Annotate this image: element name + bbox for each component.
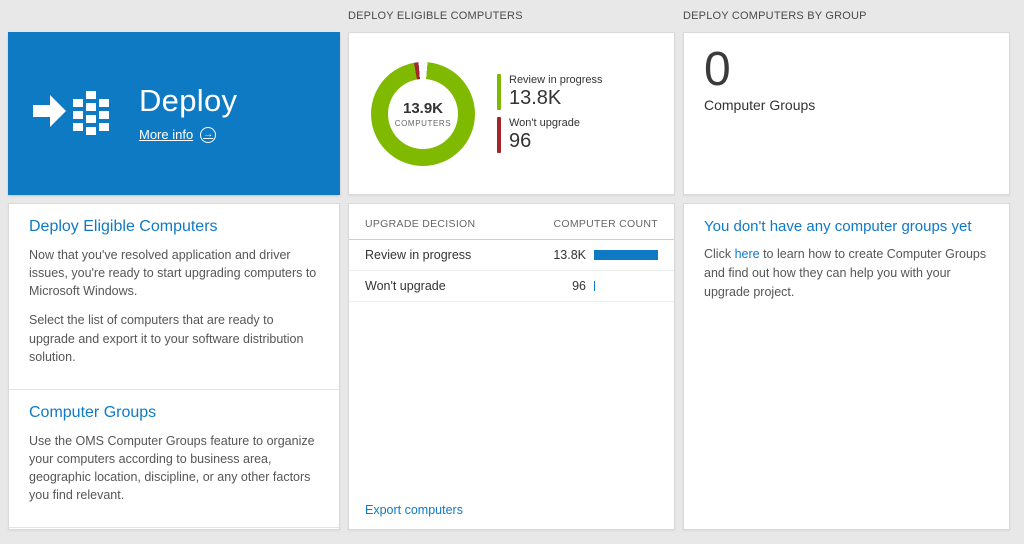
legend-label: Won't upgrade: [509, 117, 581, 129]
row-value: 96: [572, 279, 586, 293]
donut-legend: Review in progress 13.8K Won't upgrade 9…: [497, 67, 603, 160]
deploy-info-panel: Deploy Eligible Computers Now that you'v…: [8, 203, 340, 530]
legend-value: 13.8K: [509, 87, 562, 109]
deploy-dashboard: DEPLOY ELIGIBLE COMPUTERS DEPLOY COMPUTE…: [8, 8, 1010, 530]
legend-item-wont-upgrade: Won't upgrade 96: [497, 117, 603, 154]
computer-groups-empty-card: You don't have any computer groups yet C…: [683, 203, 1010, 530]
column-header-computer-count: COMPUTER COUNT: [553, 218, 658, 230]
deploy-arrow-icon: [31, 78, 113, 149]
legend-item-review-in-progress: Review in progress 13.8K: [497, 73, 603, 110]
more-info-label: More info: [139, 127, 194, 143]
section-heading: Deploy Eligible Computers: [29, 218, 218, 235]
empty-state-heading: You don't have any computer groups yet: [704, 218, 972, 235]
more-info-link[interactable]: More info →: [139, 126, 217, 143]
legend-chip-red: [497, 117, 501, 154]
here-link[interactable]: here: [734, 247, 760, 261]
row-value: 13.8K: [553, 248, 586, 262]
row-label: Won't upgrade: [365, 279, 446, 293]
section-paragraph: Use the OMS Computer Groups feature to o…: [29, 433, 315, 503]
eligible-computers-chart-card: 13.9K COMPUTERS Review in progress 13.8K…: [348, 32, 675, 195]
legend-value: 96: [509, 130, 532, 153]
empty-text-before: Click: [704, 247, 735, 261]
more-info-arrow-icon: →: [200, 126, 217, 143]
section-deploy-eligible-computers: Deploy Eligible Computers Now that you'v…: [9, 204, 339, 389]
table-row[interactable]: Review in progress 13.8K: [349, 240, 674, 271]
panel-filler: [9, 527, 339, 529]
donut-total-label: COMPUTERS: [394, 118, 452, 128]
section-computer-groups: Computer Groups Use the OMS Computer Gro…: [9, 388, 339, 528]
table-row[interactable]: Won't upgrade 96: [349, 271, 674, 302]
legend-text: Review in progress 13.8K: [509, 74, 603, 110]
row-value-group: 13.8K: [542, 248, 658, 262]
row-value-group: 96: [542, 279, 658, 293]
column-header-upgrade-decision: UPGRADE DECISION: [365, 218, 476, 230]
right-column-header: DEPLOY COMPUTERS BY GROUP: [683, 10, 867, 22]
donut-total-value: 13.9K: [402, 99, 444, 117]
deploy-tile-text: Deploy More info →: [139, 83, 238, 143]
tile-title: Deploy: [139, 83, 238, 119]
computer-groups-label: Computer Groups: [704, 97, 816, 114]
middle-column-header: DEPLOY ELIGIBLE COMPUTERS: [348, 10, 523, 22]
legend-label: Review in progress: [509, 73, 603, 86]
upgrade-decision-table-card: UPGRADE DECISION COMPUTER COUNT Review i…: [348, 203, 675, 530]
export-computers-link[interactable]: Export computers: [365, 503, 463, 517]
row-label: Review in progress: [365, 248, 472, 262]
row-bar-fill: [594, 250, 658, 260]
empty-state-text: Click here to learn how to create Comput…: [704, 245, 989, 301]
table-header-row: UPGRADE DECISION COMPUTER COUNT: [349, 204, 674, 240]
section-paragraph: Select the list of computers that are re…: [29, 313, 304, 364]
computer-groups-count: 0: [704, 43, 731, 96]
section-paragraph: Now that you've resolved application and…: [29, 248, 317, 299]
donut-chart[interactable]: 13.9K COMPUTERS: [371, 61, 475, 166]
row-bar: [594, 281, 658, 291]
computer-groups-stat-card: 0 Computer Groups: [683, 32, 1010, 195]
row-bar-fill: [594, 281, 596, 291]
legend-text: Won't upgrade 96: [509, 117, 580, 153]
section-heading: Computer Groups: [29, 403, 157, 421]
left-header-spacer: [8, 8, 340, 24]
row-bar: [594, 250, 658, 260]
empty-text-after: to learn how to create Computer Groups a…: [704, 247, 987, 299]
deploy-tile: Deploy More info →: [8, 32, 340, 195]
legend-chip-green: [497, 73, 501, 110]
donut-center: 13.9K COMPUTERS: [371, 62, 475, 166]
